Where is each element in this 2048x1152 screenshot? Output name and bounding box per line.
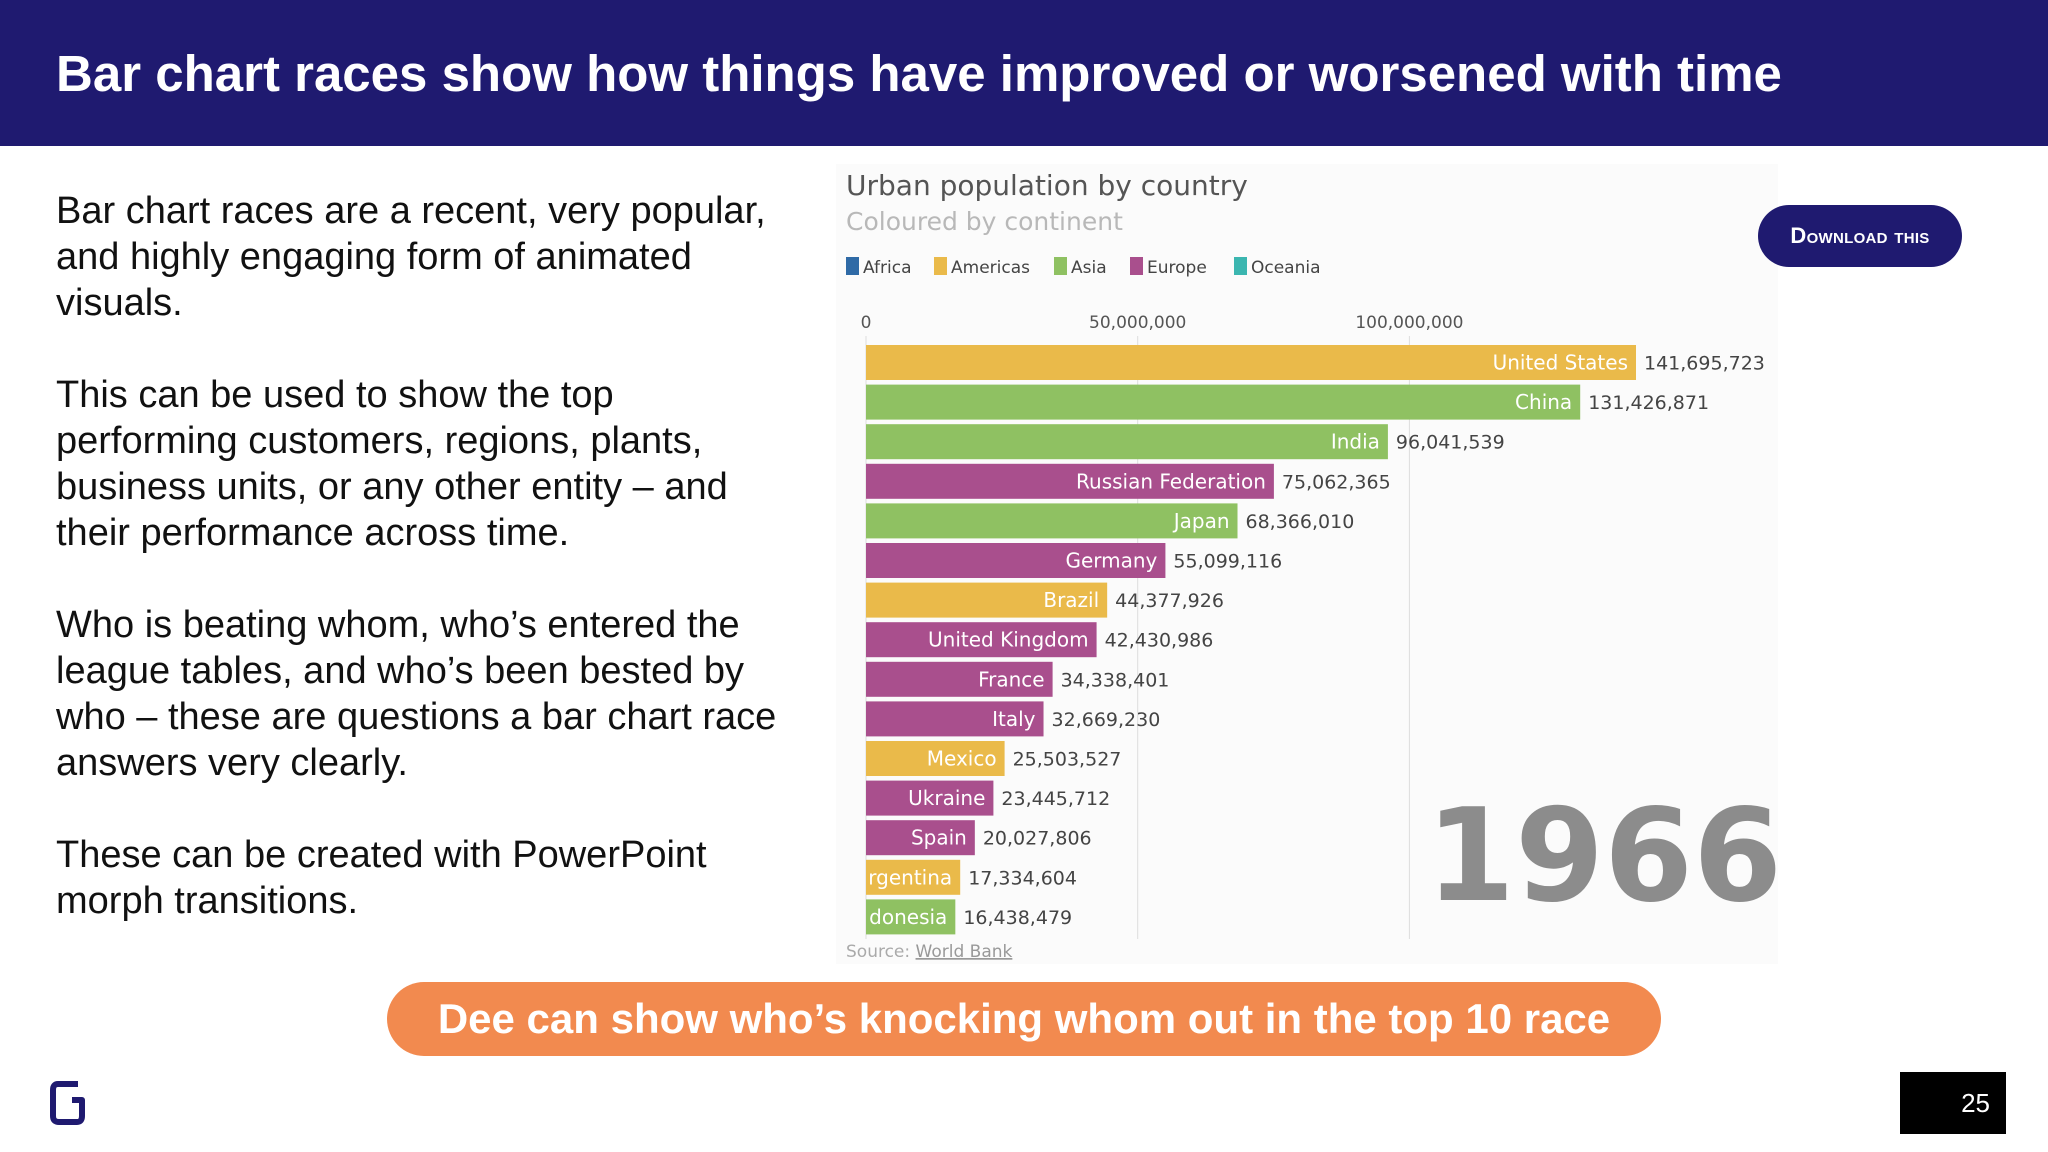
bar-value-label: 25,503,527 xyxy=(1013,749,1122,771)
legend-swatch-americas xyxy=(934,257,947,275)
bar-value-label: 23,445,712 xyxy=(1001,788,1110,810)
bar-3 xyxy=(866,463,1274,499)
source-prefix: Source: xyxy=(846,942,916,962)
source-link[interactable]: World Bank xyxy=(916,942,1013,962)
legend-label-asia: Asia xyxy=(1071,258,1107,278)
bar-chart-race: Urban population by country Coloured by … xyxy=(846,169,1782,962)
chart-subtitle: Coloured by continent xyxy=(846,207,1123,236)
bar-value-label: 42,430,986 xyxy=(1105,630,1214,652)
bar-label: United Kingdom xyxy=(928,628,1089,652)
bar-label: France xyxy=(978,667,1045,691)
chart-legend: Africa Americas Asia Europe Oceania xyxy=(846,257,1321,278)
x-axis-ticks: 0 50,000,000 100,000,000 xyxy=(861,313,1464,333)
chart-image: Urban population by country Coloured by … xyxy=(836,164,1782,964)
chart-bars: United States 141,695,723 China 131,426,871… xyxy=(866,345,1765,935)
bar-label: Brazil xyxy=(1043,588,1099,612)
bar-0 xyxy=(866,345,1636,380)
bar-13 xyxy=(866,859,961,895)
slide-header: Bar chart races show how things have imp… xyxy=(0,0,2048,146)
bar-label: Mexico xyxy=(927,747,997,771)
bar-label: donesia xyxy=(869,905,947,929)
bar-value-label: 141,695,723 xyxy=(1644,353,1765,375)
paragraph-intro: Bar chart races are a recent, very popul… xyxy=(56,190,766,324)
bar-14 xyxy=(866,899,956,935)
bar-8 xyxy=(866,661,1053,697)
bar-value-label: 44,377,926 xyxy=(1115,590,1224,612)
paragraph-powerpoint: These can be created with PowerPoint mor… xyxy=(56,834,707,922)
bar-label: Germany xyxy=(1065,549,1157,573)
legend-swatch-oceania xyxy=(1234,257,1247,275)
x-tick-label: 50,000,000 xyxy=(1089,313,1186,333)
bar-value-label: 16,438,479 xyxy=(963,907,1072,929)
bar-7 xyxy=(866,622,1097,658)
x-tick-label: 100,000,000 xyxy=(1355,313,1463,333)
bar-label: China xyxy=(1515,390,1572,414)
x-tick-label: 0 xyxy=(861,313,872,333)
bar-label: Italy xyxy=(992,707,1036,731)
bar-label: rgentina xyxy=(868,865,952,889)
body-text: Bar chart races are a recent, very popul… xyxy=(56,188,801,970)
brand-g-logo-icon xyxy=(50,1081,85,1125)
callout-banner: Dee can show who’s knocking whom out in … xyxy=(387,982,1661,1056)
bar-value-label: 20,027,806 xyxy=(983,828,1092,850)
bar-value-label: 131,426,871 xyxy=(1588,392,1709,414)
bar-value-label: 34,338,401 xyxy=(1061,669,1170,691)
bar-1 xyxy=(866,384,1581,420)
bar-value-label: 75,062,365 xyxy=(1282,471,1391,493)
bar-6 xyxy=(866,582,1108,618)
legend-swatch-asia xyxy=(1054,257,1067,275)
bar-value-label: 17,334,604 xyxy=(968,867,1077,889)
slide-title: Bar chart races show how things have imp… xyxy=(56,45,1782,102)
paragraph-use-cases: This can be used to show the top perform… xyxy=(56,374,728,554)
legend-swatch-europe xyxy=(1130,257,1143,275)
legend-label-americas: Americas xyxy=(951,258,1030,278)
bar-label: Russian Federation xyxy=(1076,469,1266,493)
legend-swatch-africa xyxy=(846,257,859,275)
chart-title: Urban population by country xyxy=(846,169,1248,202)
bar-value-label: 32,669,230 xyxy=(1052,709,1161,731)
bar-9 xyxy=(866,701,1044,737)
bar-2 xyxy=(866,424,1388,460)
legend-label-europe: Europe xyxy=(1147,258,1207,278)
page-number: 25 xyxy=(1900,1072,2006,1134)
bar-label: United States xyxy=(1493,351,1628,375)
year-label: 1966 xyxy=(1426,782,1778,931)
bar-label: Spain xyxy=(911,826,967,850)
bar-5 xyxy=(866,543,1166,578)
download-button[interactable]: Download this xyxy=(1758,205,1962,267)
bar-label: India xyxy=(1331,430,1380,454)
bar-label: Ukraine xyxy=(908,786,985,810)
bar-4 xyxy=(866,503,1238,539)
paragraph-questions: Who is beating whom, who’s entered the l… xyxy=(56,604,777,784)
bar-value-label: 96,041,539 xyxy=(1396,432,1505,454)
chart-source: Source: World Bank xyxy=(846,942,1013,962)
bar-12 xyxy=(866,820,975,856)
bar-label: Japan xyxy=(1172,509,1230,533)
legend-label-oceania: Oceania xyxy=(1251,258,1321,278)
bar-value-label: 68,366,010 xyxy=(1246,511,1355,533)
legend-label-africa: Africa xyxy=(863,258,912,278)
bar-11 xyxy=(866,780,994,816)
bar-value-label: 55,099,116 xyxy=(1173,551,1282,573)
bar-10 xyxy=(866,741,1005,776)
